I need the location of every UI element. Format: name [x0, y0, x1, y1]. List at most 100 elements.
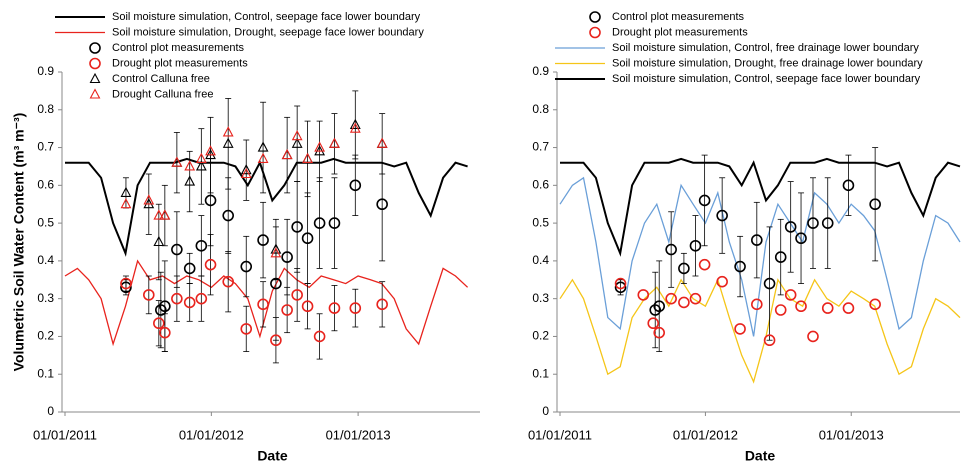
- measurement-point: [143, 289, 155, 301]
- measurement-point: [349, 179, 362, 192]
- error-bar: [243, 305, 250, 352]
- error-bar: [145, 275, 152, 315]
- measurement-point: [270, 247, 282, 258]
- error-bar: [719, 177, 726, 254]
- error-bar: [777, 218, 784, 296]
- legend-swatch: [589, 26, 601, 39]
- legend-label: Drought plot measurements: [612, 26, 748, 38]
- error-bar: [294, 268, 301, 322]
- measurement-point: [281, 251, 293, 263]
- error-bar: [161, 184, 168, 247]
- error-bar: [787, 181, 794, 273]
- error-bar: [173, 275, 180, 322]
- measurement-point: [614, 281, 627, 294]
- error-bar: [284, 116, 291, 194]
- measurement-point: [795, 232, 807, 245]
- error-bar: [379, 113, 386, 175]
- y-tick-label: 0.3: [37, 291, 54, 305]
- y-tick-label: 0.5: [532, 215, 549, 229]
- error-bar: [304, 283, 311, 330]
- error-bar: [824, 177, 831, 269]
- measurement-point: [159, 326, 171, 339]
- error-bar: [198, 275, 205, 322]
- measurement-point: [376, 198, 388, 211]
- measurement-point: [184, 160, 196, 171]
- simulation-line: [65, 157, 468, 257]
- error-bar: [331, 177, 338, 269]
- measurement-point: [763, 277, 776, 290]
- y-tick-label: 0: [542, 404, 549, 418]
- legend-label: Control plot measurements: [112, 42, 245, 54]
- error-bar: [316, 313, 323, 360]
- error-bar: [680, 252, 687, 284]
- measurement-point: [257, 298, 269, 311]
- measurement-point: [376, 298, 388, 311]
- measurement-point: [349, 122, 361, 133]
- measurement-point: [653, 300, 666, 313]
- measurement-point: [774, 304, 787, 316]
- y-tick-label: 0.9: [532, 64, 549, 78]
- error-bar: [692, 215, 699, 277]
- measurement-point: [195, 152, 207, 163]
- legend-label: Control Calluna free: [112, 73, 210, 85]
- measurement-point: [257, 141, 269, 152]
- measurement-point: [795, 300, 807, 313]
- measurement-point: [240, 260, 253, 273]
- measurement-point: [222, 209, 234, 222]
- y-tick-label: 0.4: [37, 253, 54, 267]
- measurement-point: [222, 275, 234, 288]
- error-bar: [737, 235, 744, 298]
- error-bar: [809, 177, 816, 269]
- error-bar: [352, 288, 359, 328]
- measurement-point: [689, 239, 702, 252]
- measurement-point: [751, 298, 763, 311]
- error-bar: [331, 285, 338, 332]
- measurement-point: [302, 152, 313, 163]
- error-bar: [173, 132, 180, 194]
- measurement-point: [301, 232, 314, 245]
- measurement-point: [821, 217, 834, 229]
- simulation-line: [559, 277, 961, 384]
- x-tick-label: 01/01/2011: [528, 427, 592, 442]
- legend-swatch: [89, 42, 101, 54]
- x-axis-title: Date: [745, 448, 776, 464]
- measurement-point: [314, 141, 326, 152]
- y-tick-label: 0.7: [37, 140, 54, 154]
- measurement-point: [270, 334, 282, 347]
- measurement-point: [313, 330, 326, 343]
- error-bar: [379, 281, 386, 328]
- error-bar: [207, 234, 214, 296]
- measurement-point: [734, 260, 746, 273]
- measurement-point: [734, 323, 746, 335]
- measurement-point: [774, 251, 787, 263]
- error-bar: [243, 235, 250, 298]
- error-bar: [198, 215, 205, 277]
- error-bar: [701, 154, 708, 247]
- measurement-point: [328, 217, 341, 229]
- measurement-point: [716, 209, 728, 222]
- legend-swatch: [89, 88, 101, 99]
- x-tick-label: 01/01/2013: [819, 427, 884, 442]
- error-bar: [260, 201, 267, 279]
- legend-swatch: [89, 57, 101, 70]
- measurement-point: [153, 235, 165, 247]
- error-bar: [331, 113, 338, 175]
- error-bar: [186, 252, 193, 284]
- measurement-point: [195, 239, 208, 252]
- x-tick-label: 01/01/2011: [33, 427, 97, 442]
- measurement-point: [257, 152, 269, 163]
- simulation-line: [560, 157, 961, 257]
- error-bar: [304, 192, 311, 284]
- measurement-point: [159, 209, 171, 220]
- measurement-point: [716, 275, 728, 288]
- measurement-point: [171, 156, 183, 167]
- measurement-point: [313, 217, 326, 229]
- measurement-point: [807, 330, 819, 343]
- y-tick-label: 0.5: [37, 215, 54, 229]
- measurement-point: [171, 292, 183, 305]
- measurement-point: [678, 296, 690, 309]
- y-tick-label: 0.8: [532, 102, 549, 116]
- measurement-point: [763, 334, 776, 347]
- y-tick-label: 0.1: [532, 366, 549, 380]
